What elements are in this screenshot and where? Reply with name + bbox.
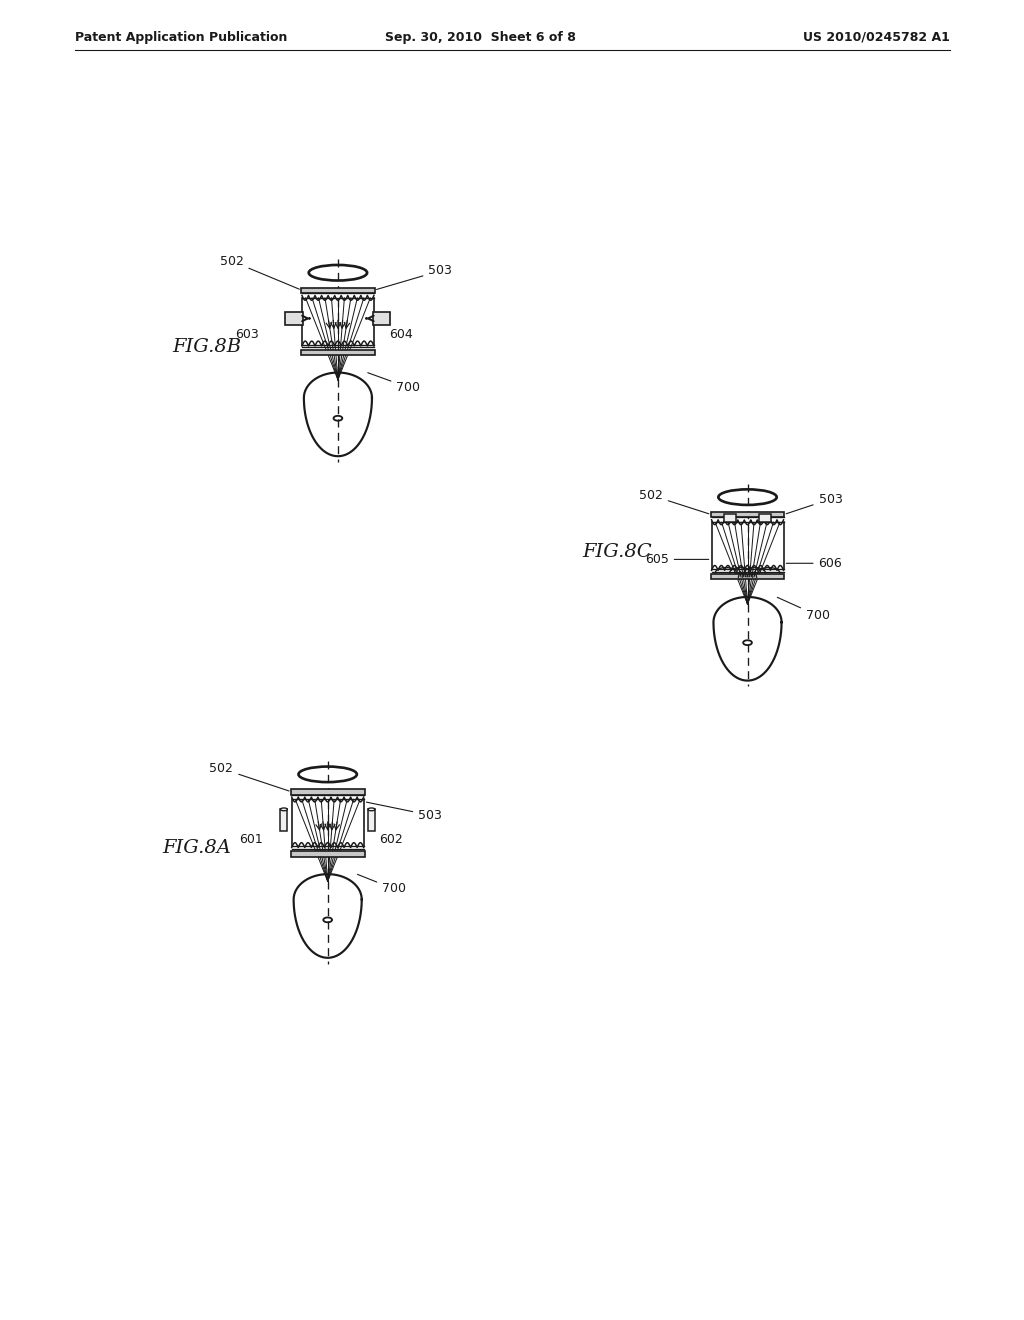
Text: 502: 502 bbox=[639, 488, 709, 513]
Text: 503: 503 bbox=[786, 492, 843, 513]
Text: Sep. 30, 2010  Sheet 6 of 8: Sep. 30, 2010 Sheet 6 of 8 bbox=[385, 30, 575, 44]
Text: 503: 503 bbox=[377, 264, 453, 289]
Text: FIG.8A: FIG.8A bbox=[162, 840, 231, 857]
Text: 503: 503 bbox=[367, 803, 442, 821]
Bar bbox=[711, 574, 784, 579]
Text: 502: 502 bbox=[210, 762, 289, 791]
Ellipse shape bbox=[281, 808, 288, 810]
Text: 605: 605 bbox=[645, 553, 709, 566]
Text: 603: 603 bbox=[236, 327, 259, 341]
Bar bbox=[291, 789, 365, 795]
Text: FIG.8B: FIG.8B bbox=[172, 338, 242, 355]
Bar bbox=[373, 313, 390, 325]
Bar bbox=[281, 809, 288, 830]
Text: Patent Application Publication: Patent Application Publication bbox=[75, 30, 288, 44]
Text: 700: 700 bbox=[357, 874, 407, 895]
Text: 602: 602 bbox=[379, 833, 403, 846]
Bar bbox=[368, 809, 375, 830]
Bar bbox=[759, 515, 771, 523]
Bar bbox=[301, 350, 375, 355]
Text: 700: 700 bbox=[777, 598, 829, 622]
Bar bbox=[711, 512, 784, 517]
Text: 502: 502 bbox=[220, 255, 299, 289]
Text: FIG.8C: FIG.8C bbox=[582, 543, 651, 561]
Bar bbox=[291, 851, 365, 857]
Text: 606: 606 bbox=[786, 557, 843, 570]
Text: 700: 700 bbox=[368, 372, 420, 393]
Text: 604: 604 bbox=[389, 327, 414, 341]
Bar bbox=[301, 288, 375, 293]
Bar bbox=[286, 313, 303, 325]
Bar bbox=[724, 515, 736, 523]
Ellipse shape bbox=[368, 808, 375, 810]
Text: 601: 601 bbox=[239, 833, 262, 846]
Text: US 2010/0245782 A1: US 2010/0245782 A1 bbox=[803, 30, 950, 44]
